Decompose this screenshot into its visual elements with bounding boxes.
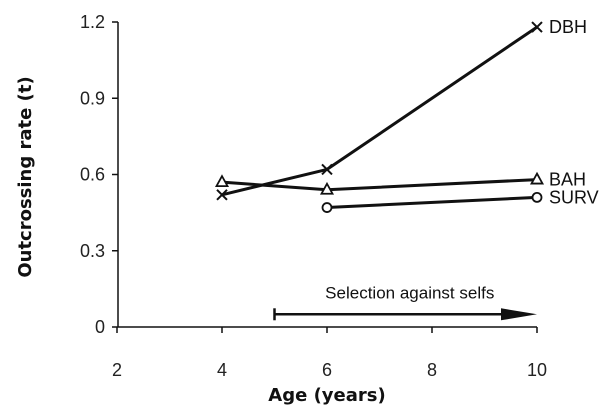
y-tick-label: 0.3 xyxy=(80,241,105,261)
annotation-arrowhead xyxy=(501,308,537,321)
y-tick-label: 0.6 xyxy=(80,165,105,185)
y-tick-label: 0.9 xyxy=(80,88,105,108)
annotation-group: Selection against selfs xyxy=(273,283,537,321)
x-ticks: 2 4 6 8 10 xyxy=(112,327,547,380)
data-point-circle-marker xyxy=(531,191,543,203)
series-label: DBH xyxy=(549,17,587,37)
series-bah: BAH xyxy=(214,170,586,195)
data-point-x-marker xyxy=(531,21,543,33)
x-tick-label: 8 xyxy=(427,360,437,380)
x-tick-label: 2 xyxy=(112,360,122,380)
series-line xyxy=(221,25,538,197)
data-point-triangle-marker xyxy=(529,171,545,185)
series-line xyxy=(221,178,538,192)
data-point-x-marker xyxy=(321,163,333,176)
data-point-triangle-marker xyxy=(319,181,335,195)
x-tick-label: 10 xyxy=(527,360,547,380)
y-axis-title: Outcrossing rate (t) xyxy=(15,76,36,277)
y-tick-label: 0 xyxy=(95,317,105,337)
x-axis-title: Age (years) xyxy=(268,385,385,405)
y-tick-label: 1.2 xyxy=(80,12,105,32)
series-surv: SURV xyxy=(321,187,599,213)
series-dbh: DBH xyxy=(216,17,587,201)
series-line xyxy=(326,195,538,210)
series-label: SURV xyxy=(549,187,599,207)
series-label: BAH xyxy=(549,170,586,190)
x-tick-label: 4 xyxy=(217,360,227,380)
data-point-triangle-marker xyxy=(214,174,230,188)
data-point-circle-marker xyxy=(321,202,333,213)
annotation-label: Selection against selfs xyxy=(325,283,494,302)
x-tick-label: 6 xyxy=(322,360,332,380)
y-ticks: 0 0.3 0.6 0.9 1.2 xyxy=(80,12,118,337)
data-point-x-marker xyxy=(216,189,228,201)
